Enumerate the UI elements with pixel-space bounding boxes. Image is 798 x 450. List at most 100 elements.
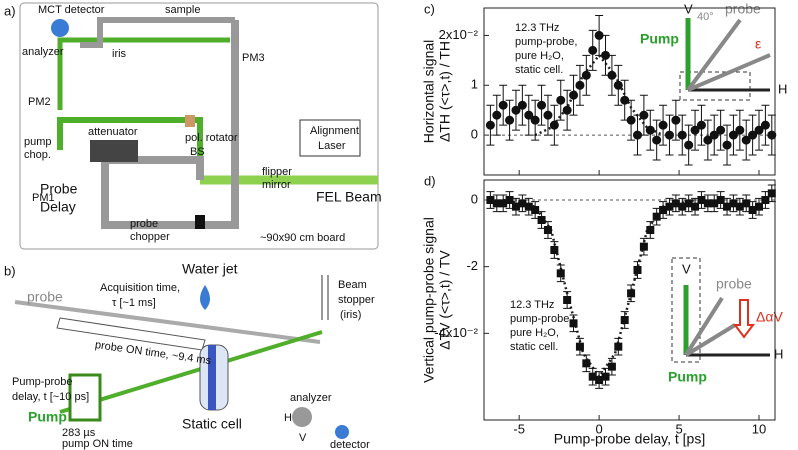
point <box>620 95 630 105</box>
point <box>594 30 604 40</box>
text: Static cell <box>182 416 242 432</box>
point <box>658 120 668 130</box>
text: (iris) <box>340 309 361 321</box>
y-axis-label: ΔTH (<τ>,t) / TH <box>437 41 453 142</box>
point <box>760 120 770 130</box>
point <box>748 130 758 140</box>
point <box>767 189 776 198</box>
point <box>537 100 547 110</box>
text: Delay <box>40 199 76 215</box>
point <box>652 135 662 145</box>
point <box>607 70 617 80</box>
point <box>639 242 648 251</box>
text: τ [~1 ms] <box>112 297 156 309</box>
text: pol. rotator <box>185 132 238 144</box>
text: PM3 <box>242 52 265 64</box>
annotation: pump-probe, <box>510 313 572 325</box>
pol-rotator <box>185 115 195 127</box>
point <box>556 95 566 105</box>
inset-label: Pump <box>640 31 679 47</box>
inset-label: V <box>682 261 691 276</box>
point <box>755 202 764 211</box>
point <box>505 196 514 204</box>
text: Acquisition time, <box>100 282 180 294</box>
point <box>754 125 764 135</box>
point <box>633 266 642 274</box>
text: flipper <box>262 166 292 178</box>
text: ~90x90 cm board <box>260 232 345 244</box>
y-tick-label: -4x10⁻² <box>434 325 478 340</box>
analyzer-icon <box>292 407 312 427</box>
text: H <box>284 412 292 424</box>
text: delay, t [~10 ps] <box>12 391 89 403</box>
text: mirror <box>262 179 291 191</box>
point <box>485 120 495 130</box>
point <box>716 196 725 204</box>
point <box>639 110 649 120</box>
point <box>741 135 751 145</box>
point <box>601 372 610 381</box>
annotation: static cell. <box>510 341 558 353</box>
text: probe <box>27 289 63 305</box>
inset-label: H <box>774 346 783 361</box>
text: pump <box>24 136 52 148</box>
x-axis-label: Pump-probe delay, t [ps] <box>554 431 705 447</box>
point <box>690 125 700 135</box>
point <box>595 376 604 384</box>
point <box>703 135 713 145</box>
point <box>505 115 515 125</box>
inset-label: Pump <box>668 369 707 385</box>
text: iris <box>112 48 127 60</box>
point <box>563 296 572 304</box>
inset-label: H <box>778 81 787 96</box>
probe-arrow <box>684 323 737 357</box>
y-axis-label: Vertical pump-probe signal <box>421 217 437 383</box>
point <box>524 202 533 211</box>
point <box>588 372 597 381</box>
probe-beam <box>14 300 321 344</box>
pump-beam <box>59 330 323 414</box>
text: sample <box>165 4 200 16</box>
chopper-icon <box>195 215 205 229</box>
text: probe <box>130 218 158 230</box>
inset-label: probe <box>716 276 752 292</box>
text: Laser <box>318 140 346 152</box>
point <box>601 50 611 60</box>
text: Pump <box>28 409 67 425</box>
attenuator <box>90 140 138 162</box>
point <box>703 199 712 208</box>
text: FEL Beam <box>316 189 382 205</box>
panel-label: a) <box>4 3 16 18</box>
probe-arrow <box>684 296 724 357</box>
panel-label: c) <box>424 1 435 16</box>
panel-label: b) <box>4 263 16 278</box>
text: Water jet <box>182 261 238 277</box>
point <box>614 342 623 351</box>
point <box>735 125 745 135</box>
inset-label: V <box>684 1 693 16</box>
point <box>607 362 616 371</box>
x-tick-label: 10 <box>752 421 766 436</box>
pump-pulses <box>68 373 102 422</box>
text: PM2 <box>28 96 51 108</box>
point <box>710 199 719 208</box>
detector-icon <box>335 425 349 439</box>
point <box>569 90 579 100</box>
point <box>499 199 508 208</box>
point <box>613 80 623 90</box>
text: PM1 <box>32 192 55 204</box>
probe-beam-2 <box>80 17 235 48</box>
board-frame <box>19 2 379 250</box>
point <box>492 110 502 120</box>
water-film <box>208 345 216 410</box>
text: V <box>299 432 307 444</box>
pump-beam-2 <box>57 37 230 110</box>
y-axis-label: ΔTV (<τ>,t) / TV <box>437 250 453 350</box>
point <box>492 199 501 208</box>
text: Probe <box>40 181 78 197</box>
y-tick-label: -2 <box>466 258 478 273</box>
laser-box <box>299 119 361 157</box>
point <box>531 206 540 214</box>
plot-frame <box>483 179 776 421</box>
